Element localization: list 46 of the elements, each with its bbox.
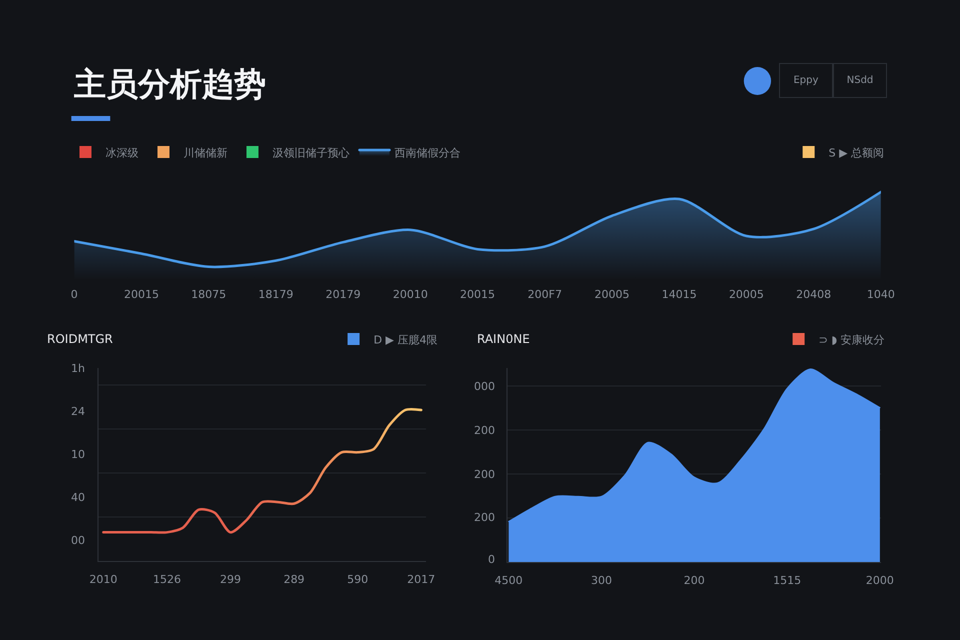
x-tick-label: 200F7 (528, 288, 562, 301)
x-tick-label: 590 (347, 573, 368, 586)
x-tick-label: 1040 (866, 288, 895, 301)
x-tick-label: 1515 (773, 574, 802, 588)
x-tick-label: 20015 (124, 288, 159, 301)
text: 24 (71, 405, 85, 418)
text: 10 (71, 448, 85, 461)
x-tick-label: 20015 (460, 288, 496, 301)
x-tick-label: 4500 (494, 574, 523, 588)
text: Eppy (793, 75, 819, 86)
chart-title: ROIDMTGR (47, 332, 113, 346)
text: 000 (474, 380, 495, 393)
x-tick-label: 299 (220, 573, 242, 586)
x-tick-label: 20179 (326, 288, 361, 301)
x-tick-label: 18179 (258, 288, 294, 301)
text: 1h (71, 362, 85, 375)
legend-label: D ▶ 压臆4限 (374, 333, 438, 346)
text: 200 (474, 424, 495, 437)
text: 40 (71, 491, 85, 504)
text: 0 (488, 553, 495, 566)
x-tick-label: 14015 (662, 288, 697, 301)
text: 200 (474, 468, 495, 481)
x-tick-label: 20408 (796, 288, 832, 301)
text: 200 (474, 511, 495, 524)
legend-label: 西南储假分合 (394, 146, 460, 160)
x-tick-label: 18075 (191, 288, 226, 301)
text: 00 (71, 534, 85, 547)
x-tick-label: 289 (284, 573, 305, 586)
x-tick-label: 20005 (594, 288, 630, 301)
x-tick-label: 200 (684, 574, 705, 588)
x-tick-label: 2010 (89, 573, 118, 586)
x-tick-label: 2000 (866, 574, 894, 588)
chart-title: 主员分析趋势 (73, 65, 266, 103)
legend-label: 汲领旧储子预心 (272, 146, 350, 160)
text: NSdd (846, 75, 874, 86)
legend-label: ⊃ ◗ 安康收分 (818, 333, 885, 346)
x-tick-label: 0 (70, 288, 78, 301)
x-tick-label: 300 (590, 574, 612, 588)
legend-label: 冰深级 (105, 146, 138, 160)
legend-label: 川储储新 (183, 146, 228, 160)
legend-label: S ▶ 总额阅 (828, 146, 884, 160)
x-tick-label: 20005 (728, 288, 764, 301)
x-tick-label: 2017 (407, 573, 436, 586)
x-tick-label: 1526 (152, 573, 181, 586)
chart-title: RAIN0NE (477, 332, 530, 346)
x-tick-label: 20010 (392, 288, 428, 301)
